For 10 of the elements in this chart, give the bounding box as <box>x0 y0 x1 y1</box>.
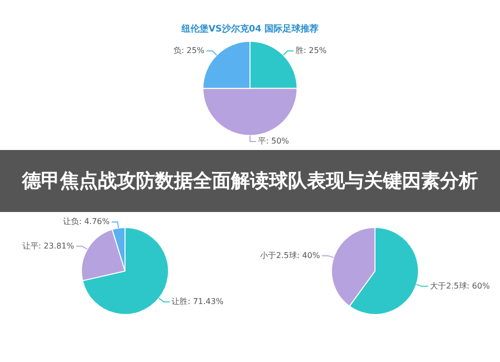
slice-label: 让平: 23.81% <box>22 241 75 250</box>
slice-label: 让胜: 71.43% <box>172 296 224 306</box>
slice-label: 胜: 25% <box>296 46 327 55</box>
text: 德甲焦点战攻防数据全面解读球队表现与关键因素分析 <box>0 150 500 212</box>
slice-label: 小于2.5球: 40% <box>260 250 320 260</box>
chart-title: 纽伦堡VS沙尔克04 国际足球推荐 <box>180 24 319 35</box>
slice-label: 大于2.5球: 60% <box>430 281 490 290</box>
slice-label: 负: 25% <box>173 46 205 55</box>
slice-label: 平: 50% <box>258 136 290 146</box>
slice-label: 让负: 4.76% <box>62 217 110 226</box>
